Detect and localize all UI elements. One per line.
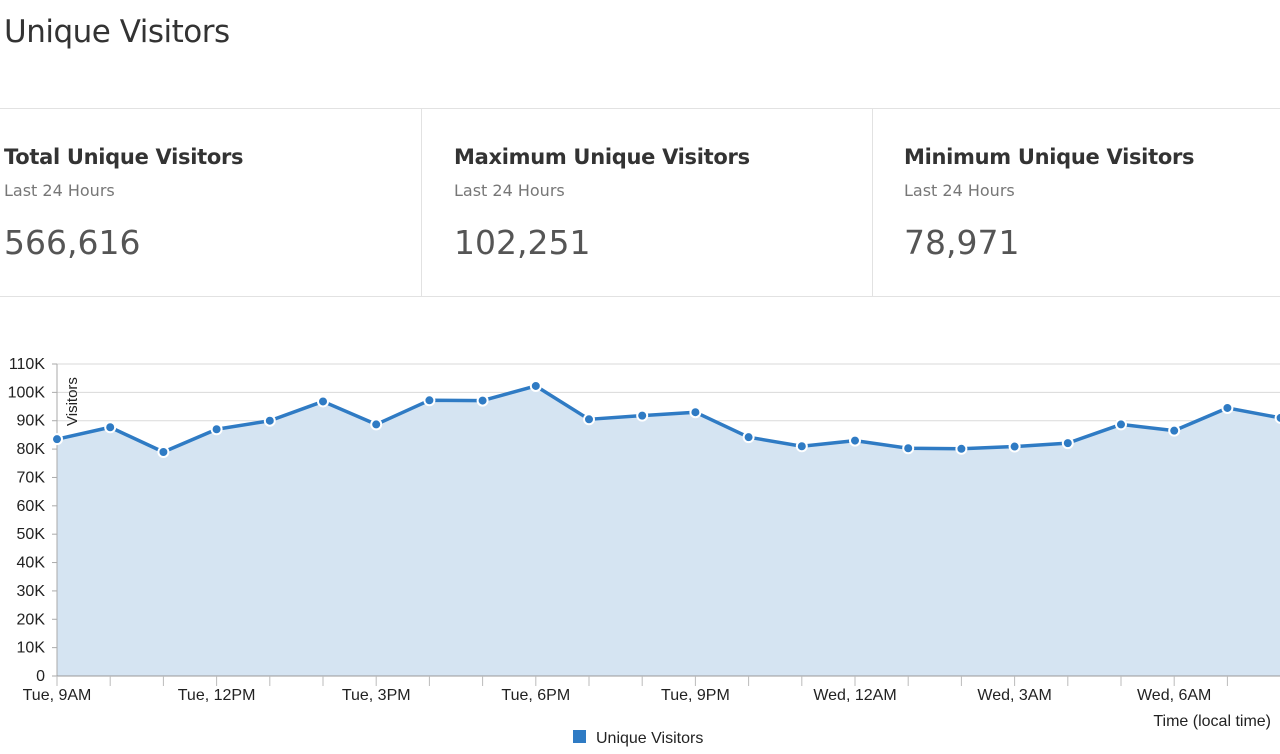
y-tick-label: 0 xyxy=(36,668,45,685)
data-point xyxy=(689,406,702,419)
stat-card-maximum: Maximum Unique Visitors Last 24 Hours 10… xyxy=(422,109,873,296)
data-point xyxy=(583,413,595,426)
y-tick-label: 70K xyxy=(17,469,46,486)
stat-label: Minimum Unique Visitors xyxy=(904,145,1195,169)
data-point xyxy=(955,442,968,455)
x-tick-label: Wed, 3AM xyxy=(977,687,1051,704)
stats-row: Total Unique Visitors Last 24 Hours 566,… xyxy=(0,108,1280,297)
x-axis-label: Time (local time) xyxy=(1153,713,1271,730)
data-point xyxy=(1115,418,1127,431)
x-tick-label: Tue, 3PM xyxy=(342,687,411,704)
legend: Unique Visitors xyxy=(573,730,703,747)
area-fill xyxy=(57,385,1280,676)
y-axis-label: Visitors xyxy=(64,377,81,426)
data-point xyxy=(1168,424,1181,437)
y-tick-label: 90K xyxy=(17,413,46,430)
data-point xyxy=(742,431,755,444)
y-tick-label: 50K xyxy=(17,526,46,543)
y-tick-label: 20K xyxy=(17,611,46,628)
x-tick-label: Tue, 9AM xyxy=(23,687,92,704)
stat-value: 102,251 xyxy=(454,223,591,262)
data-point xyxy=(902,442,915,455)
axes: 0 10K 20K 30K 40K 50K 60K 70K 80K 90K 100K 110K Tue,… xyxy=(8,356,1280,704)
stat-period: Last 24 Hours xyxy=(454,181,565,200)
data-point xyxy=(1274,411,1280,424)
y-tick-label: 30K xyxy=(17,583,46,600)
data-point xyxy=(1061,437,1074,450)
x-tick-label: Wed, 12AM xyxy=(813,687,896,704)
data-points xyxy=(51,379,1280,459)
data-point xyxy=(317,395,329,408)
data-point xyxy=(263,414,276,427)
legend-label: Unique Visitors xyxy=(596,730,703,747)
data-point xyxy=(1008,440,1021,453)
data-point xyxy=(370,418,383,431)
x-tick-label: Tue, 9PM xyxy=(661,687,730,704)
stat-card-total: Total Unique Visitors Last 24 Hours 566,… xyxy=(0,109,422,296)
data-point xyxy=(157,446,170,459)
data-point xyxy=(1221,401,1234,414)
stat-label: Total Unique Visitors xyxy=(4,145,244,169)
data-point xyxy=(849,434,861,447)
y-tick-label: 60K xyxy=(17,498,46,515)
y-tick-label: 10K xyxy=(17,640,46,657)
y-tick-label: 100K xyxy=(8,384,46,401)
x-tick-label: Wed, 6AM xyxy=(1137,687,1211,704)
page-title: Unique Visitors xyxy=(4,14,230,50)
legend-swatch xyxy=(573,730,586,743)
y-tick-label: 110K xyxy=(9,356,46,373)
data-point xyxy=(529,379,542,392)
stat-period: Last 24 Hours xyxy=(904,181,1015,200)
area-path xyxy=(57,385,1280,676)
data-point xyxy=(636,409,649,422)
stat-card-minimum: Minimum Unique Visitors Last 24 Hours 78… xyxy=(873,109,1280,296)
stat-value: 566,616 xyxy=(4,223,141,262)
x-tick-label: Tue, 12PM xyxy=(178,687,256,704)
y-tick-label: 80K xyxy=(17,441,46,458)
y-tick-label: 40K xyxy=(17,555,46,572)
data-point xyxy=(476,394,489,407)
stat-label: Maximum Unique Visitors xyxy=(454,145,750,169)
data-point xyxy=(51,433,63,446)
stat-period: Last 24 Hours xyxy=(4,181,115,200)
data-point xyxy=(795,440,808,453)
visitors-chart: 0 10K 20K 30K 40K 50K 60K 70K 80K 90K 100K 110K Tue,… xyxy=(8,356,1280,747)
data-point xyxy=(210,423,223,436)
data-point xyxy=(423,394,436,407)
data-point xyxy=(104,421,117,434)
stat-value: 78,971 xyxy=(904,223,1020,262)
x-tick-label: Tue, 6PM xyxy=(501,687,570,704)
